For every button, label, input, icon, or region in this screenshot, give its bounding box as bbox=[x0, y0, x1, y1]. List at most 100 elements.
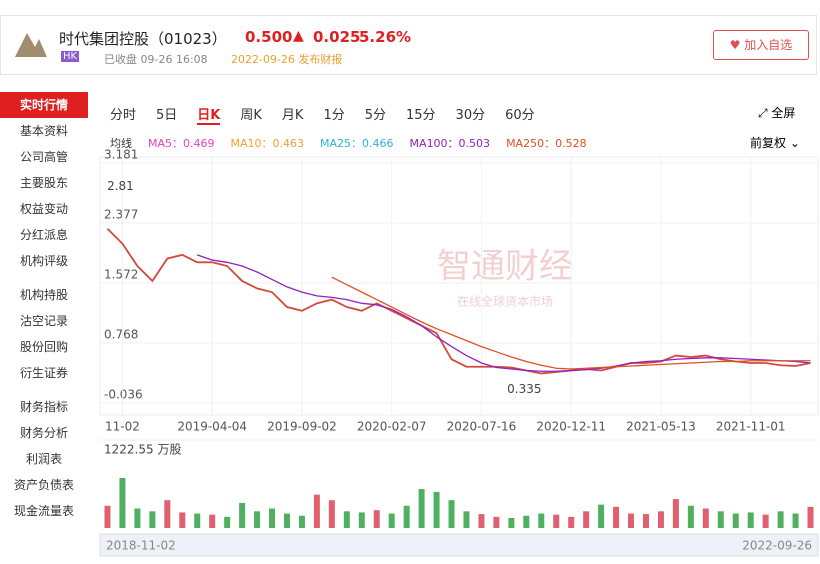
menu-item[interactable]: 财务指标 bbox=[19, 400, 68, 414]
ma-item: MA10：0.463 bbox=[230, 137, 305, 150]
y-tick-label: 0.768 bbox=[104, 328, 138, 342]
fullscreen[interactable]: ⤢ 全屏 bbox=[758, 106, 796, 120]
volume-bar bbox=[508, 517, 515, 528]
volume-bar bbox=[328, 500, 335, 528]
volume-bar bbox=[269, 508, 276, 528]
tab[interactable]: 5分 bbox=[364, 108, 386, 123]
sidebar: 实时行情基本资料公司高管主要股东权益变动分红派息机构评级机构持股沽空记录股份回购… bbox=[0, 92, 88, 524]
volume-bar bbox=[388, 513, 395, 528]
menu-item[interactable]: 机构持股 bbox=[19, 288, 68, 302]
plot-frame bbox=[99, 156, 819, 416]
market-badge: HK bbox=[61, 51, 80, 62]
volume-bar bbox=[583, 511, 590, 528]
change: 0.025 bbox=[313, 28, 361, 46]
menu-item[interactable]: 沽空记录 bbox=[19, 314, 68, 328]
menu-item[interactable]: 公司高管 bbox=[19, 150, 68, 164]
watch-button-text: 加入自选 bbox=[744, 38, 793, 52]
menu-item[interactable]: 基本资料 bbox=[19, 124, 68, 138]
volume-bar bbox=[418, 489, 425, 528]
x-tick-label: 11-02 bbox=[105, 420, 140, 434]
menu-item[interactable]: 机构评级 bbox=[19, 254, 68, 268]
volume-bar bbox=[702, 508, 709, 528]
volume-bar bbox=[523, 515, 530, 528]
x-tick-label: 2020-02-07 bbox=[357, 420, 427, 434]
arrow: ▲ bbox=[293, 28, 304, 44]
volume-bar bbox=[164, 500, 171, 528]
volume-bar bbox=[358, 512, 365, 528]
volume-label: 1222.55 万股 bbox=[104, 443, 181, 457]
volume-bar bbox=[732, 513, 739, 528]
volume-bar bbox=[762, 514, 769, 528]
volume-bar bbox=[403, 505, 410, 528]
x-tick-label: 2021-11-01 bbox=[716, 420, 786, 434]
report-link[interactable]: 2022-09-26 发布财报 bbox=[231, 53, 343, 66]
volume-bar bbox=[343, 511, 350, 528]
tabs: 分时 5日 日K 周K 月K 1分 5分 15分 30分 60分 bbox=[110, 104, 555, 125]
range-start: 2018-11-02 bbox=[106, 539, 176, 553]
x-tick-label: 2019-04-04 bbox=[177, 420, 247, 434]
ma-item: MA100：0.503 bbox=[409, 137, 491, 150]
menu-item[interactable]: 利润表 bbox=[25, 452, 62, 466]
menu-item[interactable]: 股份回购 bbox=[19, 340, 68, 354]
volume-bar bbox=[224, 516, 231, 528]
annotation: 0.335 bbox=[507, 382, 541, 396]
series-line bbox=[197, 254, 811, 372]
tab[interactable]: 周K bbox=[240, 108, 262, 123]
volume-bar bbox=[657, 511, 664, 528]
watermark-sub: 在线全球资本市场 bbox=[457, 294, 553, 309]
volume-bar bbox=[792, 513, 799, 528]
ma-title: 均线 bbox=[110, 137, 132, 150]
volume-bar bbox=[463, 511, 470, 528]
menu-item[interactable]: 资产负债表 bbox=[13, 478, 74, 492]
tab[interactable]: 5日 bbox=[156, 108, 178, 123]
logo bbox=[15, 33, 47, 57]
volume-bar bbox=[478, 514, 485, 528]
volume-bar bbox=[642, 514, 649, 528]
tab[interactable]: 30分 bbox=[455, 108, 486, 123]
volume-bar bbox=[283, 513, 290, 528]
menu-item[interactable]: 财务分析 bbox=[19, 426, 68, 440]
watch-button[interactable]: ♥ 加入自选 bbox=[713, 30, 809, 60]
volume-bar bbox=[538, 513, 545, 528]
annotation: 2.81 bbox=[107, 179, 134, 193]
volume-bar bbox=[104, 505, 111, 528]
volume-bar bbox=[119, 477, 126, 528]
volume-bar bbox=[493, 516, 500, 528]
y-tick-label: -0.036 bbox=[104, 388, 143, 402]
adjust[interactable]: 前复权 ⌄ bbox=[750, 136, 800, 150]
volume-bar bbox=[194, 513, 201, 528]
adjust-text: 前复权 bbox=[750, 136, 787, 150]
x-tick-label: 2020-12-11 bbox=[536, 420, 606, 434]
x-tick-label: 2020-07-16 bbox=[447, 420, 517, 434]
volume-bar bbox=[672, 499, 679, 528]
ma-item: MA25：0.466 bbox=[320, 137, 394, 150]
volume-bar bbox=[149, 511, 156, 528]
menu-item[interactable]: 实时行情 bbox=[0, 92, 88, 118]
ma-item: MA250：0.528 bbox=[506, 137, 587, 150]
volume-bar bbox=[687, 505, 694, 528]
menu-item[interactable]: 衍生证券 bbox=[19, 366, 68, 380]
tab[interactable]: 1分 bbox=[323, 108, 345, 123]
volume-bar bbox=[777, 511, 784, 528]
volume-bar bbox=[553, 514, 560, 528]
menu-item[interactable]: 分红派息 bbox=[19, 228, 68, 242]
tab[interactable]: 分时 bbox=[110, 108, 137, 123]
menu-item[interactable]: 权益变动 bbox=[19, 202, 68, 216]
volume-bar bbox=[628, 513, 635, 528]
ma-item: MA5：0.469 bbox=[148, 137, 215, 150]
tab[interactable]: 日K bbox=[197, 108, 221, 125]
volume-bar bbox=[209, 514, 216, 528]
volume-bar bbox=[448, 500, 455, 528]
tab[interactable]: 月K bbox=[281, 108, 304, 123]
volume-bar bbox=[613, 506, 620, 528]
volume-bar bbox=[568, 516, 575, 528]
tab[interactable]: 60分 bbox=[505, 108, 535, 123]
x-tick-label: 2019-09-02 bbox=[267, 420, 337, 434]
menu-item[interactable]: 主要股东 bbox=[19, 176, 68, 190]
range-slider bbox=[99, 533, 819, 557]
tab[interactable]: 15分 bbox=[406, 108, 436, 123]
volume-bar bbox=[239, 502, 246, 528]
menu-item[interactable]: 现金流量表 bbox=[13, 504, 74, 518]
